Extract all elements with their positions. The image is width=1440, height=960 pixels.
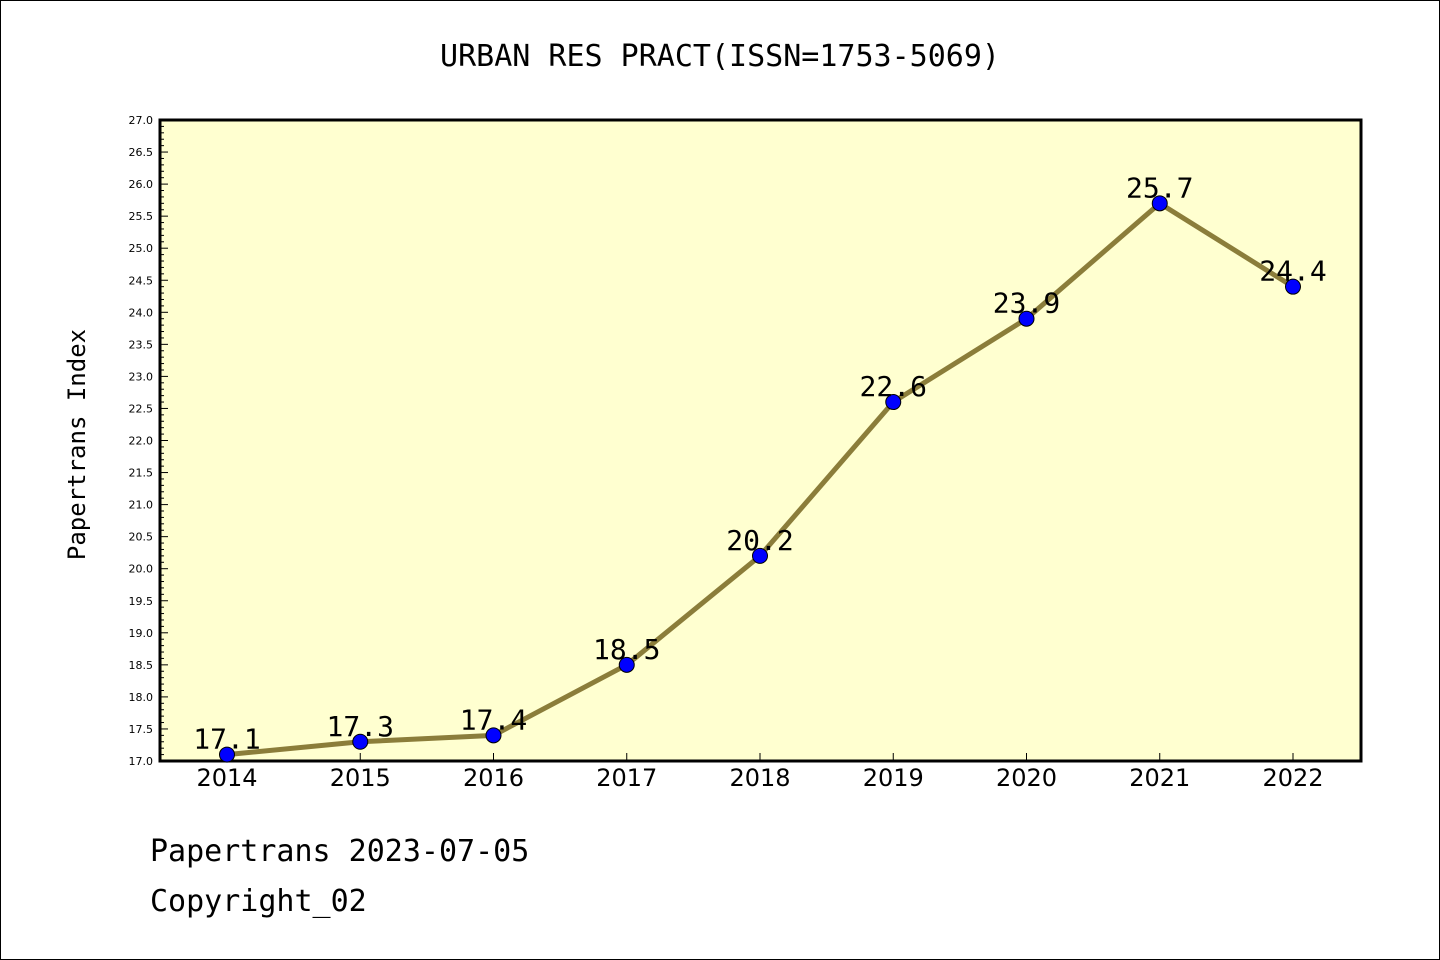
data-label-2020: 23.9	[993, 287, 1060, 320]
x-tick-label: 2022	[1262, 764, 1323, 792]
y-tick-label: 26.5	[129, 146, 154, 159]
data-label-2017: 18.5	[593, 633, 660, 666]
y-axis-label: Papertrans Index	[63, 329, 91, 560]
data-point-2018	[752, 547, 768, 564]
y-tick-label: 18.5	[129, 659, 154, 672]
y-tick-label: 18.0	[129, 691, 154, 704]
data-label-2022: 24.4	[1259, 255, 1326, 288]
y-tick-label: 17.5	[129, 723, 154, 736]
x-tick-label: 2020	[996, 764, 1057, 792]
y-tick-label: 26.0	[129, 178, 154, 191]
y-tick-label: 27.0	[129, 114, 154, 127]
data-point-2014	[219, 746, 235, 763]
data-label-2014: 17.1	[193, 723, 260, 756]
x-tick-label: 2021	[1129, 764, 1190, 792]
data-markers	[219, 195, 1301, 763]
x-tick-label: 2019	[863, 764, 924, 792]
data-label-2021: 25.7	[1126, 171, 1193, 204]
data-labels: 17.1 17.3 17.4 18.5 20.2 22.6 23.9 25.7 24.4	[193, 171, 1326, 755]
data-point-2016	[485, 727, 502, 744]
y-tick-label: 22.5	[129, 402, 154, 415]
data-point-2020	[1018, 310, 1035, 327]
y-tick-label: 19.0	[129, 627, 154, 640]
data-point-2015	[352, 733, 369, 750]
x-tick-label: 2018	[729, 764, 790, 792]
y-tick-label: 23.5	[129, 338, 154, 351]
plot-area	[158, 118, 1363, 763]
data-point-2022	[1285, 278, 1301, 295]
y-tick-label: 25.5	[129, 210, 154, 223]
data-label-2015: 17.3	[327, 710, 394, 743]
y-tick-label: 25.0	[129, 242, 154, 255]
x-tick-label: 2016	[463, 764, 524, 792]
x-tick-label: 2014	[196, 764, 257, 792]
y-tick-label: 20.5	[129, 531, 154, 544]
data-point-2019	[885, 394, 902, 411]
data-label-2016: 17.4	[460, 703, 527, 736]
data-label-2019: 22.6	[860, 370, 927, 403]
y-axis: 17.0 17.5 18.0 18.5 19.0 19.5 20.0 20.5 21.0 21.5…	[129, 114, 168, 768]
footer-copyright-line: Copyright_02	[150, 884, 367, 919]
y-tick-label: 24.0	[129, 306, 154, 319]
y-tick-label: 21.0	[129, 499, 154, 512]
y-tick-label: 17.0	[129, 755, 154, 768]
data-point-2021	[1151, 195, 1168, 212]
y-tick-label: 20.0	[129, 563, 154, 576]
y-tick-label: 23.0	[129, 370, 154, 383]
data-label-2018: 20.2	[726, 524, 793, 557]
y-tick-label: 24.5	[129, 274, 154, 287]
x-axis: 2014 2015 2016 2017 2018 2019 2020 2021 2022	[196, 753, 1324, 792]
x-tick-label: 2017	[596, 764, 657, 792]
y-tick-label: 22.0	[129, 435, 154, 448]
y-tick-label: 21.5	[129, 467, 154, 480]
x-tick-label: 2015	[330, 764, 391, 792]
y-tick-label: 19.5	[129, 595, 154, 608]
data-point-2017	[618, 656, 635, 673]
chart-title: URBAN RES PRACT(ISSN=1753-5069)	[440, 39, 1000, 74]
footer-date-line: Papertrans 2023-07-05	[150, 834, 530, 869]
